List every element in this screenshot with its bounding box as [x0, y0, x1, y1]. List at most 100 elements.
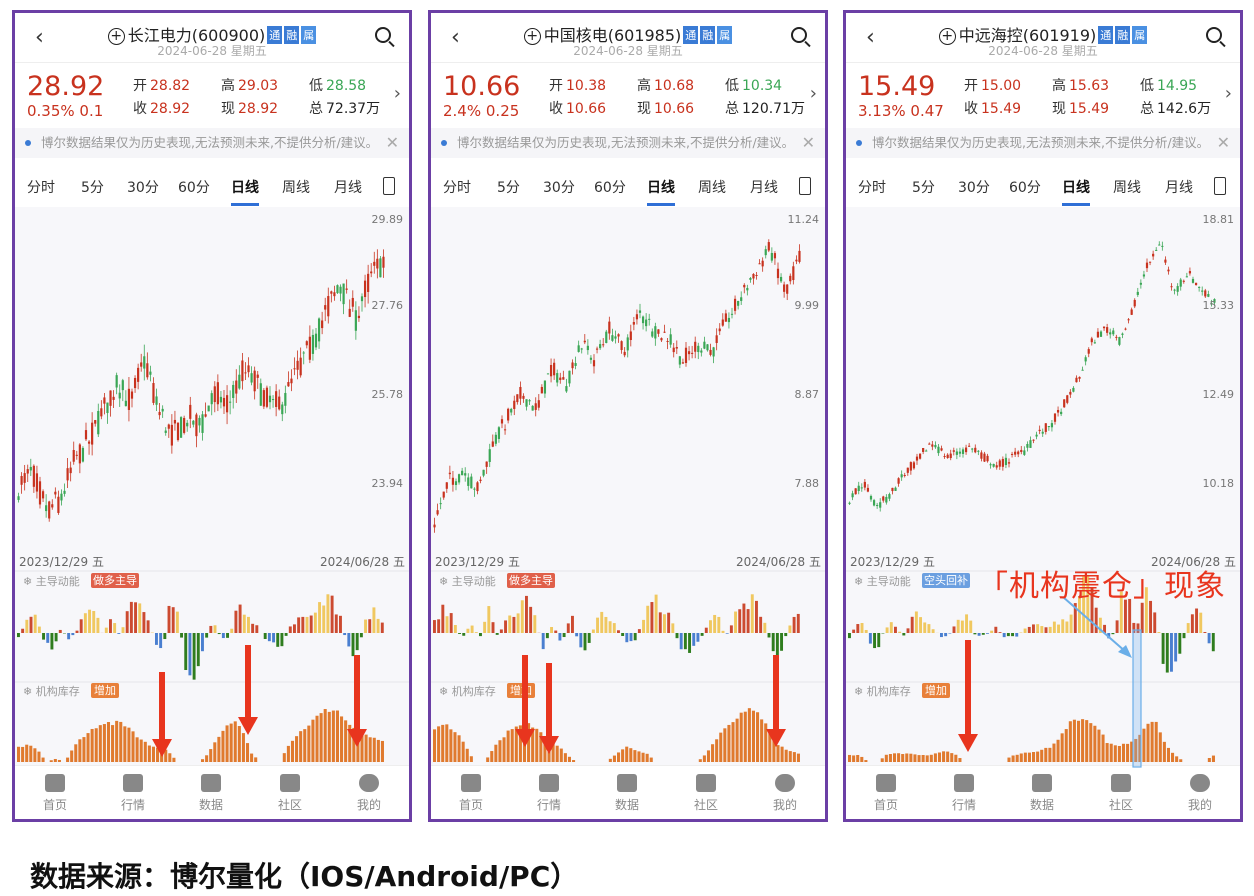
momentum-bar	[692, 633, 696, 646]
inventory-bar	[156, 747, 160, 762]
tab-5min[interactable]: 5分	[912, 180, 935, 196]
nav-community[interactable]: 社区	[1091, 774, 1151, 813]
tab-30min[interactable]: 30分	[543, 180, 575, 196]
rotate-screen-icon[interactable]	[799, 177, 811, 195]
inventory-bar	[539, 732, 543, 762]
tab-weekly[interactable]: 周线	[698, 180, 726, 196]
momentum-bar	[1044, 627, 1048, 633]
nav-me[interactable]: 我的	[755, 774, 815, 813]
nav-data[interactable]: 数据	[597, 774, 657, 813]
nav-market[interactable]: 行情	[934, 774, 994, 813]
nav-home[interactable]: 首页	[441, 774, 501, 813]
candle	[1155, 249, 1158, 251]
inventory-bar	[612, 755, 616, 762]
momentum-bar	[1082, 576, 1086, 633]
inventory-bar	[164, 749, 168, 762]
open-price: 开 15.00	[964, 78, 1022, 94]
momentum-bar	[42, 633, 46, 640]
inventory-bar	[1113, 745, 1117, 762]
rotate-screen-icon[interactable]	[383, 177, 395, 195]
inventory-bar	[250, 753, 254, 762]
red-arrow-head	[766, 729, 786, 747]
nav-data[interactable]: 数据	[181, 774, 241, 813]
momentum-bar	[852, 629, 856, 633]
momentum-bar	[192, 633, 196, 680]
rotate-screen-icon[interactable]	[1214, 177, 1226, 195]
chevron-right-icon[interactable]: ›	[1224, 83, 1232, 104]
candle	[1029, 440, 1032, 448]
inventory-bar	[880, 758, 884, 762]
back-icon[interactable]: ‹	[451, 25, 460, 50]
tab-weekly[interactable]: 周线	[282, 180, 310, 196]
chevron-right-icon[interactable]: ›	[393, 83, 401, 104]
add-watchlist-icon[interactable]: +	[938, 28, 956, 45]
tag-tong: 通	[683, 26, 699, 44]
back-icon[interactable]: ‹	[35, 25, 44, 50]
nav-me[interactable]: 我的	[1170, 774, 1230, 813]
nav-home[interactable]: 首页	[856, 774, 916, 813]
tab-weekly[interactable]: 周线	[1113, 180, 1141, 196]
inventory-bar	[70, 750, 74, 762]
candle	[278, 396, 281, 410]
back-icon[interactable]: ‹	[866, 25, 875, 50]
chevron-right-icon[interactable]: ›	[809, 83, 817, 104]
tab-5min[interactable]: 5分	[497, 180, 520, 196]
tab-daily[interactable]: 日线	[231, 177, 259, 206]
nav-me[interactable]: 我的	[339, 774, 399, 813]
tab-monthly[interactable]: 月线	[1165, 180, 1193, 196]
candle	[854, 488, 857, 495]
inventory-bar	[123, 726, 127, 762]
momentum-bar	[491, 622, 495, 633]
inventory-bar	[625, 746, 629, 762]
nav-data[interactable]: 数据	[1012, 774, 1072, 813]
inventory-bar	[364, 734, 368, 762]
momentum-bar	[583, 633, 587, 651]
add-watchlist-icon[interactable]: +	[523, 28, 541, 45]
nav-home[interactable]: 首页	[25, 774, 85, 813]
kline-chart[interactable]: 29.89 27.76 25.78 23.94 2023/12/29 五 202…	[15, 207, 409, 765]
inventory-bar	[66, 757, 70, 762]
tab-60min[interactable]: 60分	[1009, 180, 1041, 196]
tab-intraday[interactable]: 分时	[443, 180, 471, 196]
momentum-bar	[104, 627, 108, 633]
tab-60min[interactable]: 60分	[178, 180, 210, 196]
candle	[940, 448, 943, 451]
tab-5min[interactable]: 5分	[81, 180, 104, 196]
candle	[1176, 286, 1179, 292]
tab-intraday[interactable]: 分时	[858, 180, 886, 196]
momentum-bar	[1032, 624, 1035, 633]
tab-monthly[interactable]: 月线	[750, 180, 778, 196]
candle	[1093, 342, 1096, 344]
kline-chart[interactable]: 11.24 9.99 8.87 7.88 2023/12/29 五 2024/0…	[431, 207, 825, 765]
tab-intraday[interactable]: 分时	[27, 180, 55, 196]
candle	[35, 473, 39, 492]
nav-market[interactable]: 行情	[519, 774, 579, 813]
nav-community[interactable]: 社区	[676, 774, 736, 813]
add-watchlist-icon[interactable]: +	[107, 28, 125, 45]
close-icon[interactable]: ✕	[801, 133, 815, 152]
momentum-bar	[512, 616, 516, 633]
momentum-bar	[545, 633, 549, 639]
nav-community[interactable]: 社区	[260, 774, 320, 813]
tab-60min[interactable]: 60分	[594, 180, 626, 196]
tab-daily[interactable]: 日线	[647, 177, 675, 206]
candle	[158, 411, 161, 416]
tab-30min[interactable]: 30分	[958, 180, 990, 196]
candle	[69, 467, 72, 474]
search-icon[interactable]	[375, 27, 391, 43]
tab-daily[interactable]: 日线	[1062, 177, 1090, 206]
close-icon[interactable]: ✕	[1216, 133, 1230, 152]
candle	[983, 453, 986, 462]
search-icon[interactable]	[1206, 27, 1222, 43]
momentum-bar	[437, 619, 441, 633]
kline-chart[interactable]: 18.81 15.33 12.49 10.18 2023/12/29 五 202…	[846, 207, 1240, 765]
tab-monthly[interactable]: 月线	[334, 180, 362, 196]
candle	[225, 395, 229, 413]
candle	[192, 420, 195, 425]
inventory-bar	[74, 744, 78, 762]
tab-30min[interactable]: 30分	[127, 180, 159, 196]
nav-market[interactable]: 行情	[103, 774, 163, 813]
momentum-bar	[1186, 623, 1190, 633]
close-icon[interactable]: ✕	[385, 133, 399, 152]
search-icon[interactable]	[791, 27, 807, 43]
